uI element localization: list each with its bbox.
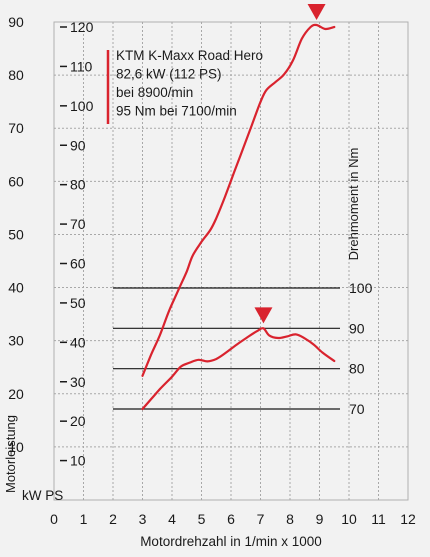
kw-tick-label: 90 <box>8 14 24 30</box>
kw-tick-label: 60 <box>8 173 24 189</box>
kw-tick-label: 10 <box>8 439 24 455</box>
ps-tick-label: 30 <box>70 374 86 390</box>
kw-tick-label: 30 <box>8 333 24 349</box>
peak-markers <box>254 4 326 324</box>
torque-reference-lines: 70 80 90 100 <box>113 280 373 417</box>
x-tick-label: 9 <box>316 511 324 527</box>
nm-tick-label: 80 <box>349 361 365 377</box>
ps-tick-label: 20 <box>70 413 86 429</box>
ps-tick-label: 70 <box>70 216 86 232</box>
ps-tick-label: 40 <box>70 334 86 350</box>
power-curve <box>141 23 336 377</box>
axis-labels: Motordrehzahl in 1/min x 1000 kW PS Motorl… <box>3 148 361 549</box>
left-unit-label: kW PS <box>22 488 63 503</box>
kw-tick-label: 70 <box>8 120 24 136</box>
data-curves <box>141 23 336 411</box>
legend: KTM K-Maxx Road Hero 82,6 kW (112 PS) bei … <box>106 48 263 124</box>
kw-tick-label: 40 <box>8 280 24 296</box>
nm-tick-label: 70 <box>349 401 365 417</box>
x-axis-label: Motordrehzahl in 1/min x 1000 <box>140 534 322 549</box>
ps-tick-label: 110 <box>70 58 93 74</box>
x-tick-label: 12 <box>400 511 416 527</box>
nm-tick-label: 100 <box>349 280 373 296</box>
ps-tick-label: 50 <box>70 295 86 311</box>
legend-line: 95 Nm bei 7100/min <box>116 104 237 119</box>
left-axis-label: Motorleistung <box>3 415 18 493</box>
ps-tick-label: 120 <box>70 19 94 35</box>
ps-tick-label: 60 <box>70 256 86 272</box>
x-tick-label: 8 <box>286 511 294 527</box>
kw-tick-label: 20 <box>8 386 24 402</box>
right-axis-label: Drehmoment in Nm <box>346 148 361 261</box>
x-tick-label: 1 <box>80 511 88 527</box>
legend-line: KTM K-Maxx Road Hero <box>116 48 263 63</box>
kw-tick-label: 50 <box>8 226 24 242</box>
x-tick-label: 5 <box>198 511 206 527</box>
x-tick-label: 3 <box>139 511 147 527</box>
torque-curve <box>141 327 336 411</box>
nm-tick-label: 90 <box>349 320 365 336</box>
legend-line: bei 8900/min <box>116 85 193 100</box>
axes: 0 1 2 3 4 5 6 7 8 9 10 11 12102030405060708090102030… <box>8 14 416 527</box>
peak-marker <box>307 4 326 21</box>
x-tick-label: 0 <box>50 511 58 527</box>
ps-tick-label: 80 <box>70 177 86 193</box>
x-tick-label: 6 <box>227 511 235 527</box>
ps-tick-label: 90 <box>70 137 86 153</box>
legend-line: 82,6 kW (112 PS) <box>116 67 222 82</box>
ps-tick-label: 100 <box>70 98 94 114</box>
kw-tick-label: 80 <box>8 67 24 83</box>
x-tick-label: 2 <box>109 511 117 527</box>
ps-tick-label: 10 <box>70 453 86 469</box>
peak-marker <box>254 307 273 324</box>
x-tick-label: 4 <box>168 511 176 527</box>
x-tick-label: 7 <box>257 511 265 527</box>
x-tick-label: 10 <box>341 511 357 527</box>
x-tick-label: 11 <box>371 511 386 527</box>
